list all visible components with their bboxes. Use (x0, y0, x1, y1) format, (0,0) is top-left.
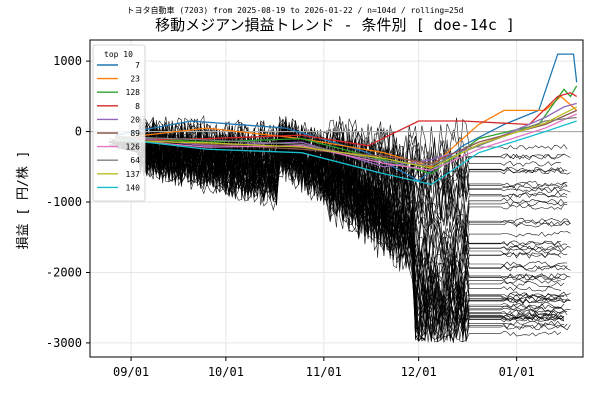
background-series-group (108, 114, 571, 344)
legend: top 10 7 23 128 8 20 89 126 64 137 140 (92, 44, 146, 202)
legend-frame (92, 44, 146, 202)
x-tick-label: 01/01 (499, 365, 535, 379)
background-series-line (121, 119, 571, 324)
background-series-line (124, 125, 568, 226)
y-tick-label: 0 (75, 125, 82, 139)
background-series-line (112, 120, 568, 221)
y-tick-label: -1000 (46, 195, 82, 209)
y-tick-label: 1000 (53, 54, 82, 68)
legend-label-7: 7 (135, 61, 140, 70)
legend-label-8: 8 (135, 102, 140, 111)
chart-title: 移動メジアン損益トレンド - 条件別 [ doe-14c ] (155, 16, 515, 34)
legend-label-89: 89 (130, 129, 140, 138)
series-line-23 (115, 95, 578, 168)
series-line-140 (115, 120, 577, 186)
series-line-8 (115, 92, 578, 147)
background-series-line (112, 121, 568, 216)
x-tick-label: 10/01 (208, 365, 244, 379)
legend-entries: 7 23 128 8 20 89 126 64 137 140 (97, 61, 140, 192)
background-series-line (121, 122, 571, 256)
highlight-series-group (115, 53, 578, 186)
series-line-137 (115, 106, 577, 169)
x-axis-ticks: 09/01 10/01 11/01 12/01 01/01 (113, 357, 535, 379)
background-series-line (108, 128, 565, 283)
background-series-line (115, 125, 571, 254)
x-tick-label: 12/01 (401, 365, 437, 379)
y-tick-label: -2000 (46, 265, 82, 279)
x-tick-label: 11/01 (306, 365, 342, 379)
legend-label-20: 20 (130, 115, 140, 124)
series-line-7 (115, 53, 578, 182)
series-line-126 (115, 113, 577, 171)
background-series-line (108, 124, 562, 338)
series-line-89 (115, 109, 577, 164)
x-tick-label: 09/01 (113, 365, 149, 379)
legend-label-128: 128 (126, 88, 141, 97)
plot-frame (89, 39, 584, 358)
background-series-line (115, 122, 568, 238)
legend-label-137: 137 (126, 170, 141, 179)
background-series-line (115, 116, 571, 186)
background-series-line (115, 126, 571, 329)
legend-label-140: 140 (126, 183, 141, 192)
y-axis-ticks: 1000 0 -1000 -2000 -3000 (46, 54, 90, 350)
chart-suptitle: トヨタ自動車 (7203) from 2025-08-19 to 2026-01… (127, 5, 464, 15)
legend-title: top 10 (104, 50, 133, 59)
legend-label-64: 64 (130, 156, 140, 165)
legend-label-126: 126 (126, 143, 141, 152)
y-tick-label: -3000 (46, 336, 82, 350)
legend-label-23: 23 (130, 75, 140, 84)
y-axis-label: 損益 [ 円/株 ] (16, 151, 31, 250)
background-series-line (121, 128, 565, 342)
